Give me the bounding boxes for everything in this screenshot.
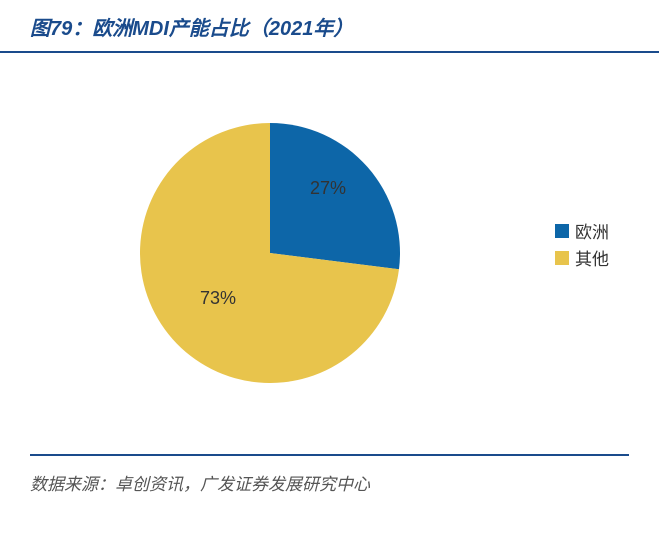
chart-title-bar: 图79：欧洲MDI产能占比（2021年） [0, 0, 659, 53]
pie-svg [140, 123, 400, 383]
source-footer: 数据来源：卓创资讯，广发证券发展研究中心 [30, 454, 629, 495]
pie-chart: 27% 73% [140, 123, 400, 383]
source-text: 数据来源：卓创资讯，广发证券发展研究中心 [30, 470, 629, 495]
legend-swatch-other [555, 251, 569, 265]
legend-item-other: 其他 [555, 245, 609, 270]
legend-label-other: 其他 [575, 245, 609, 270]
slice-label-other: 73% [200, 288, 236, 309]
legend-item-europe: 欧洲 [555, 218, 609, 243]
legend-label-europe: 欧洲 [575, 218, 609, 243]
chart-area: 27% 73% 欧洲 其他 [0, 53, 659, 453]
legend: 欧洲 其他 [555, 218, 609, 272]
legend-swatch-europe [555, 224, 569, 238]
slice-label-europe: 27% [310, 178, 346, 199]
chart-title: 图79：欧洲MDI产能占比（2021年） [30, 12, 629, 41]
